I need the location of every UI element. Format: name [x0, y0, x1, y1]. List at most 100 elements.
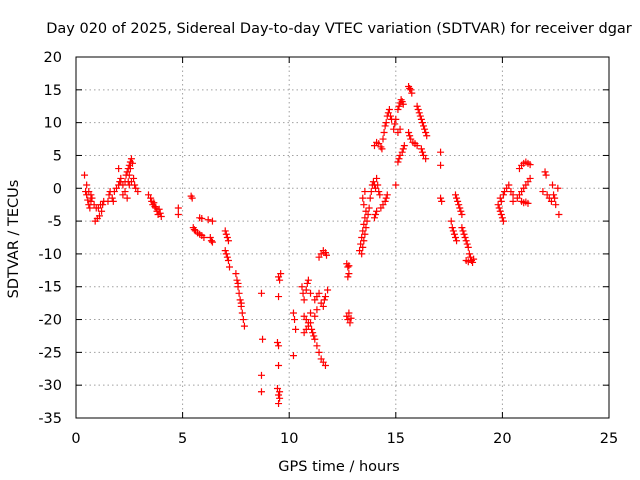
data-point: [206, 234, 214, 241]
data-point: [496, 194, 504, 202]
data-point: [309, 329, 317, 337]
data-point: [87, 191, 95, 199]
data-point: [394, 158, 402, 166]
data-point: [289, 309, 297, 317]
data-point: [499, 217, 507, 225]
data-point: [413, 102, 421, 110]
data-point: [366, 194, 374, 202]
data-point: [345, 270, 353, 278]
data-point: [415, 109, 423, 117]
data-point: [364, 211, 372, 219]
data-point: [399, 145, 407, 153]
data-point: [360, 201, 368, 209]
data-point: [84, 196, 92, 204]
data-point: [526, 174, 534, 182]
data-point: [547, 197, 555, 205]
chart-title: Day 020 of 2025, Sidereal Day-to-day VTE…: [46, 21, 632, 37]
y-tick-label: -5: [48, 214, 62, 230]
y-axis-label: SDTVAR / TECUs: [6, 180, 22, 299]
data-point: [390, 125, 398, 133]
data-point: [83, 181, 91, 189]
data-point: [81, 171, 89, 179]
data-point: [370, 214, 378, 222]
data-point: [460, 230, 468, 238]
data-point: [464, 243, 472, 251]
data-point: [208, 238, 216, 246]
data-point: [239, 316, 247, 324]
data-point: [303, 279, 311, 287]
data-point: [447, 217, 455, 225]
data-point: [391, 120, 399, 128]
data-point: [276, 394, 284, 402]
data-point: [496, 207, 504, 215]
data-point: [289, 352, 297, 360]
data-point: [457, 207, 465, 215]
data-point: [381, 197, 389, 205]
data-point: [320, 296, 328, 304]
data-point: [497, 211, 505, 219]
data-point: [417, 145, 425, 153]
data-point: [321, 293, 329, 301]
y-tick-label: 15: [44, 83, 62, 99]
data-point: [372, 211, 380, 219]
data-point: [87, 197, 95, 205]
data-point: [541, 168, 549, 176]
data-point: [275, 342, 283, 350]
data-point: [223, 234, 231, 241]
data-point: [298, 283, 306, 291]
data-point: [437, 161, 445, 169]
data-point: [406, 85, 414, 93]
x-tick-label: 10: [280, 431, 298, 447]
data-point: [418, 119, 426, 127]
data-point: [413, 142, 421, 150]
x-axis: 0 5 10 15 20 25: [71, 57, 618, 447]
data-point: [240, 322, 248, 330]
plot-border: [75, 56, 610, 419]
data-point: [276, 276, 284, 284]
data-point: [438, 197, 446, 205]
data-point: [259, 335, 267, 343]
data-point: [234, 279, 242, 287]
data-point: [420, 122, 428, 130]
data-point: [291, 316, 299, 324]
data-point: [157, 212, 165, 220]
data-point: [454, 197, 462, 205]
data-point: [550, 191, 558, 199]
data-point: [373, 174, 381, 182]
data-point: [400, 142, 408, 150]
x-tick-label: 25: [600, 431, 618, 447]
y-tick-label: 5: [53, 148, 62, 164]
data-point: [359, 194, 367, 202]
x-tick-label: 5: [178, 431, 187, 447]
data-point: [88, 194, 96, 202]
data-point: [236, 296, 244, 304]
data-point: [361, 230, 369, 238]
data-point: [399, 100, 407, 108]
y-tick-label: -30: [38, 378, 62, 394]
data-point: [380, 128, 388, 136]
data-point: [505, 181, 513, 189]
data-point: [123, 194, 131, 202]
data-point: [115, 165, 123, 173]
data-point: [190, 226, 198, 234]
data-point: [126, 165, 134, 173]
data-point: [257, 388, 265, 396]
data-point: [200, 234, 208, 241]
data-point: [292, 325, 300, 333]
data-point: [128, 159, 136, 167]
data-point: [319, 302, 327, 310]
data-point: [451, 234, 459, 241]
data-point: [385, 106, 393, 114]
data-point: [396, 125, 404, 133]
data-point: [555, 211, 563, 219]
data-point: [375, 188, 383, 196]
data-point: [174, 204, 182, 212]
data-point: [551, 194, 559, 202]
data-point: [373, 207, 381, 215]
data-point: [458, 211, 466, 219]
data-point: [155, 205, 163, 213]
data-point: [361, 188, 369, 196]
data-point: [360, 237, 368, 245]
data-point: [448, 224, 456, 232]
